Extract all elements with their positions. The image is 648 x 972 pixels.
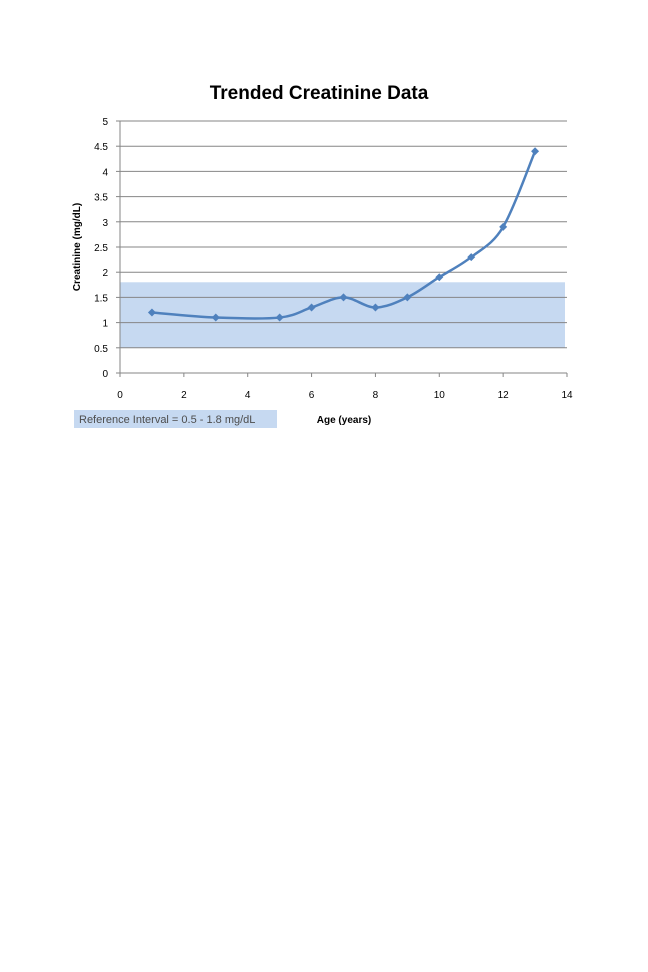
reference-interval-note: Reference Interval = 0.5 - 1.8 mg/dL <box>74 410 277 428</box>
x-tick-label: 14 <box>561 390 573 401</box>
data-point <box>275 313 284 322</box>
series-markers <box>147 147 540 322</box>
data-point <box>499 222 508 231</box>
y-tick-label: 1 <box>102 319 108 330</box>
reference-note-background <box>74 410 277 428</box>
x-tick-label: 2 <box>181 390 187 401</box>
y-tick-label: 0 <box>102 369 108 380</box>
x-tick-label: 8 <box>373 390 379 401</box>
reference-note-text: Reference Interval = 0.5 - 1.8 mg/dL <box>79 414 255 426</box>
y-tick-label: 3 <box>102 218 108 229</box>
x-tick-label: 6 <box>309 390 315 401</box>
y-tick-label: 1.5 <box>94 293 108 304</box>
data-point <box>339 293 348 302</box>
x-tick-labels: 0 2 4 6 8 10 12 14 <box>117 390 573 401</box>
y-tick-label: 2 <box>102 268 108 279</box>
axes <box>119 121 568 377</box>
y-tick-labels: 0 0.5 1 1.5 2 2.5 3 3.5 4 4.5 5 <box>94 117 108 380</box>
data-point <box>467 253 476 262</box>
y-tick-label: 5 <box>102 117 108 128</box>
data-point <box>531 147 540 156</box>
y-tick-label: 2.5 <box>94 243 108 254</box>
y-tick-label: 0.5 <box>94 344 108 355</box>
x-tick-label: 4 <box>245 390 251 401</box>
x-axis-label: Age (years) <box>317 415 371 426</box>
data-point <box>435 273 444 282</box>
x-tick-label: 12 <box>498 390 510 401</box>
x-tick-label: 0 <box>117 390 123 401</box>
y-tick-label: 4 <box>102 167 108 178</box>
x-tick-label: 10 <box>434 390 446 401</box>
data-point <box>307 303 316 312</box>
data-point <box>371 303 380 312</box>
chart-title: Trended Creatinine Data <box>210 83 429 104</box>
y-axis-label: Creatinine (mg/dL) <box>72 203 83 291</box>
data-point <box>403 293 412 302</box>
y-tick-label: 3.5 <box>94 193 108 204</box>
y-tick-label: 4.5 <box>94 142 108 153</box>
data-point <box>147 308 156 317</box>
data-point <box>211 313 220 322</box>
